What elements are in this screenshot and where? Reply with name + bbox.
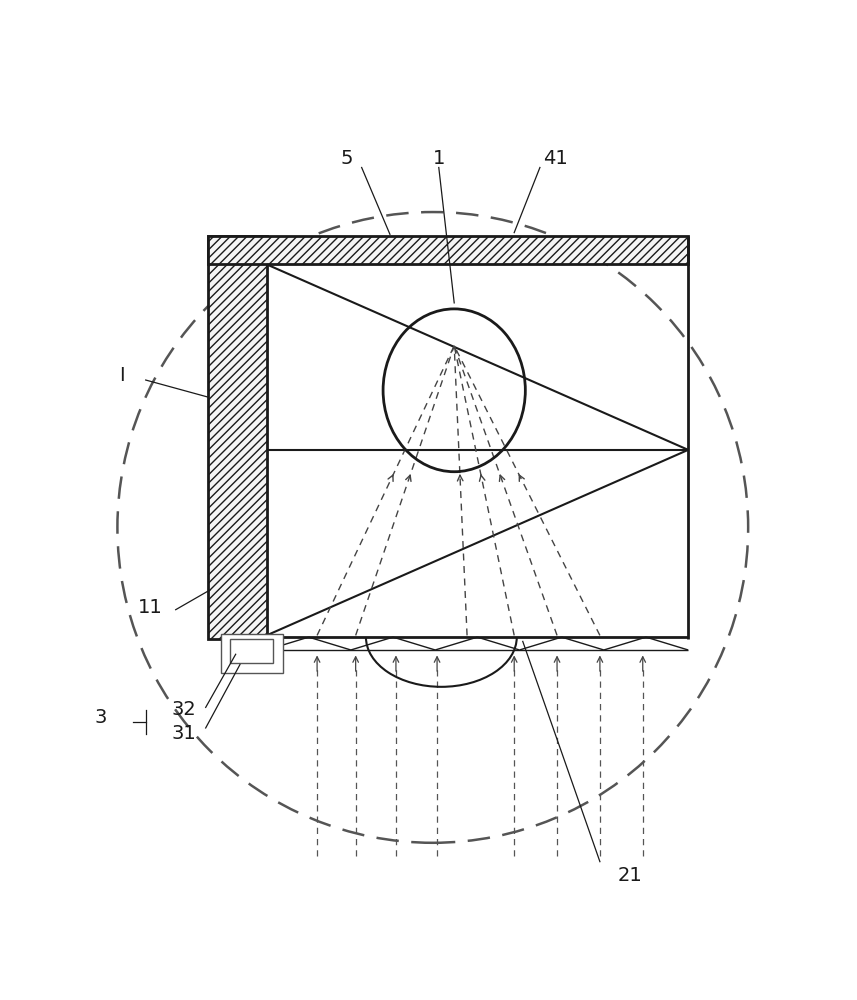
Text: 32: 32: [172, 700, 196, 719]
Text: 31: 31: [172, 724, 196, 743]
Text: I: I: [119, 366, 124, 385]
Text: 1: 1: [433, 149, 445, 168]
Text: 11: 11: [138, 598, 162, 617]
Text: 41: 41: [543, 149, 567, 168]
Bar: [230, 639, 273, 663]
Text: 5: 5: [341, 149, 353, 168]
Text: 21: 21: [618, 866, 642, 885]
Bar: [221, 634, 283, 673]
Bar: [208, 236, 267, 639]
Bar: [208, 236, 688, 264]
Text: 3: 3: [95, 708, 107, 727]
